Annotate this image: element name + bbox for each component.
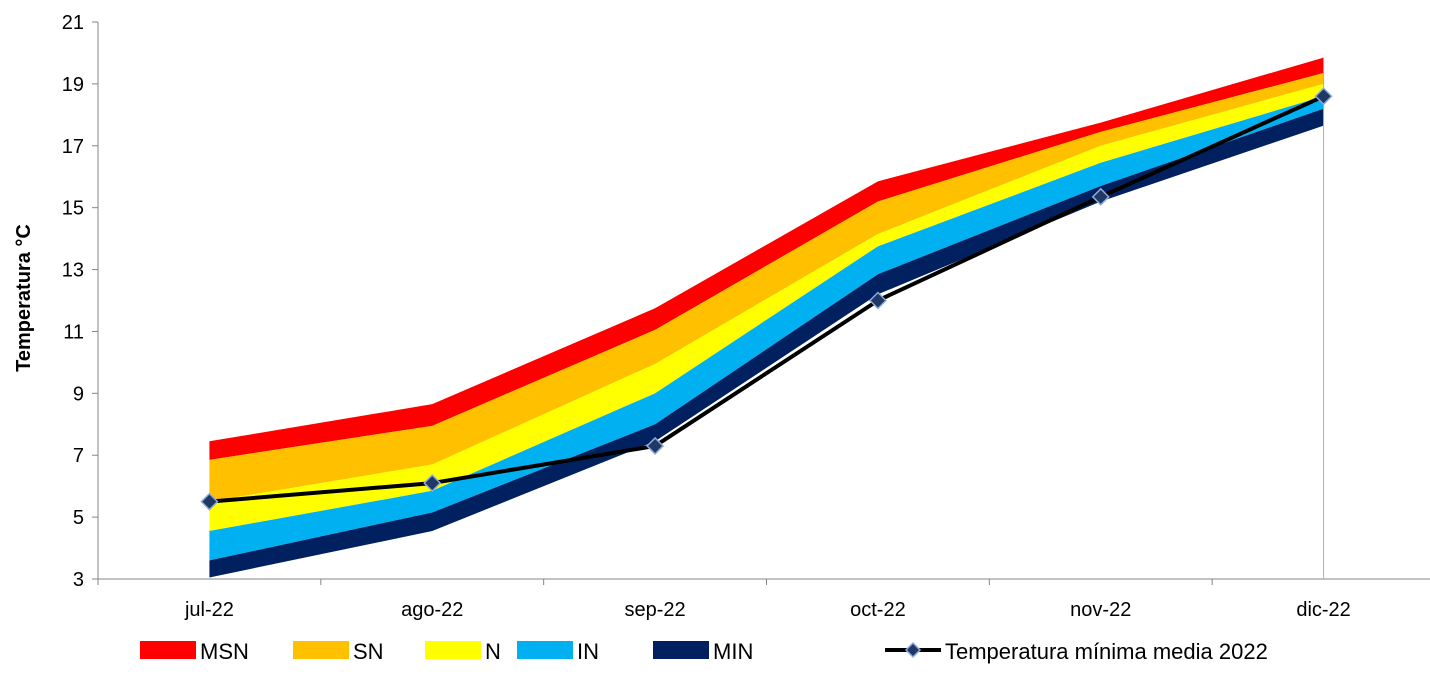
x-tick-label: jul-22	[184, 599, 234, 621]
band-n	[209, 83, 1324, 532]
data-point-marker	[868, 291, 887, 310]
y-tick-label: 3	[73, 569, 84, 591]
y-tick-label: 9	[73, 383, 84, 405]
y-tick-label: 15	[62, 198, 84, 220]
legend-label-min: MIN	[713, 639, 753, 664]
legend-swatch-n	[425, 641, 481, 659]
legend-marker-swatch	[904, 641, 922, 659]
band-in	[209, 96, 1324, 561]
legend: MSN SN N IN MIN Temperatura mínima media 2022	[140, 639, 1268, 664]
bands-layer	[209, 57, 1324, 578]
data-point-marker	[646, 436, 665, 455]
legend-swatch-sn	[293, 641, 349, 659]
data-point-marker	[1091, 187, 1110, 206]
legend-swatch-in	[517, 641, 573, 659]
y-axis-title: Temperatura °C	[13, 224, 35, 372]
x-tick-label: ago-22	[401, 599, 463, 621]
legend-swatch-msn	[140, 641, 196, 659]
axes-layer: 3 5 7 9 11 13 15 17 19 21 jul-22 ago-22 sep-22 oct-22…	[62, 12, 1430, 621]
y-tick-label: 13	[62, 260, 84, 282]
data-point-marker	[1314, 87, 1333, 106]
x-tick-label: dic-22	[1296, 599, 1350, 621]
series-layer	[200, 87, 1333, 511]
series-line	[209, 94, 1325, 504]
y-tick-label: 21	[62, 12, 84, 34]
data-point-marker	[423, 474, 442, 493]
data-point-marker	[200, 492, 219, 511]
band-min	[209, 108, 1324, 578]
y-tick-label: 17	[62, 136, 84, 158]
y-tick-label: 19	[62, 74, 84, 96]
x-tick-label: nov-22	[1070, 599, 1131, 621]
legend-label-n: N	[485, 639, 501, 664]
legend-label-msn: MSN	[200, 639, 249, 664]
y-tick-label: 5	[73, 507, 84, 529]
legend-label-sn: SN	[353, 639, 384, 664]
y-tick-label: 7	[73, 445, 84, 467]
band-msn	[209, 57, 1324, 460]
x-tick-label: oct-22	[850, 599, 906, 621]
x-tick-label: sep-22	[625, 599, 686, 621]
y-tick-label: 11	[63, 321, 84, 343]
legend-label-series: Temperatura mínima media 2022	[945, 639, 1268, 664]
legend-swatch-min	[653, 641, 709, 659]
legend-label-in: IN	[577, 639, 599, 664]
band-sn	[209, 73, 1324, 502]
